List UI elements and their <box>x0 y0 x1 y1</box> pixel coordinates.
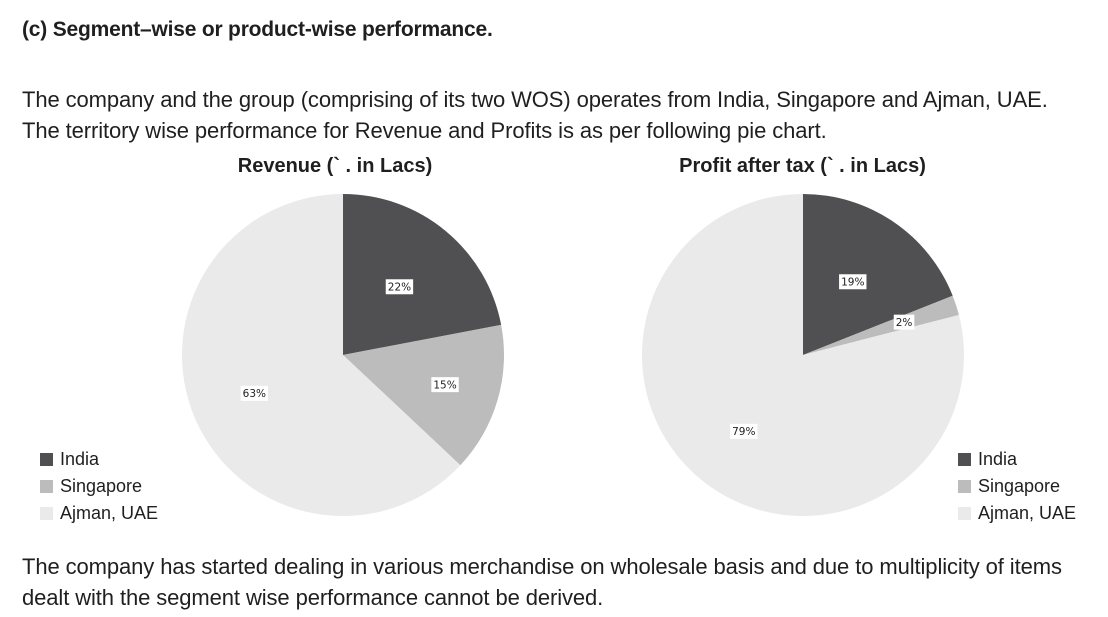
pie-slice-singapore <box>803 295 959 355</box>
slice-label-box <box>730 423 758 439</box>
slice-label-ajman-uae: 79% <box>730 423 758 439</box>
slice-label-text: 2% <box>896 317 913 329</box>
slice-label-singapore: 2% <box>893 314 915 330</box>
legend-item-india: India <box>958 446 1076 473</box>
legend-swatch-singapore <box>40 480 53 493</box>
profit-chart-title: Profit after tax (` . in Lacs) <box>679 155 926 177</box>
closing-paragraph: The company has started dealing in vario… <box>22 554 1062 610</box>
pie-slice-india <box>803 194 953 355</box>
legend-item-singapore: Singapore <box>40 473 158 500</box>
slice-label-box <box>240 385 269 401</box>
slice-label-text: 15% <box>433 379 456 391</box>
revenue-pie-chart: 22% 15% 63% <box>181 194 505 516</box>
legend-item-singapore: Singapore <box>958 473 1076 500</box>
legend-item-india: India <box>40 446 158 473</box>
legend-label-singapore: Singapore <box>60 476 143 496</box>
legend-label-india: India <box>60 449 100 469</box>
legend-swatch-ajman <box>40 507 53 520</box>
legend-item-ajman: Ajman, UAE <box>40 500 158 527</box>
legend-label-india: India <box>978 449 1018 469</box>
legend-swatch-singapore <box>958 480 971 493</box>
intro-paragraph: The company and the group (comprising of… <box>22 87 1048 143</box>
section-heading: (c) Segment–wise or product-wise perform… <box>22 18 493 41</box>
revenue-legend: India Singapore Ajman, UAE <box>40 446 158 527</box>
pie-slice-ajman-uae <box>641 194 964 516</box>
profit-legend: India Singapore Ajman, UAE <box>958 446 1076 527</box>
slice-label-india: 19% <box>839 274 867 290</box>
slice-label-ajman-uae: 63% <box>240 385 269 401</box>
legend-item-ajman: Ajman, UAE <box>958 500 1076 527</box>
slice-label-box <box>385 279 414 295</box>
slice-label-text: 19% <box>841 277 864 289</box>
legend-label-ajman: Ajman, UAE <box>60 503 159 523</box>
slice-label-singapore: 15% <box>431 377 459 393</box>
legend-label-singapore: Singapore <box>978 476 1061 496</box>
pie-slice-ajman-uae <box>181 194 461 516</box>
legend-swatch-india <box>40 453 53 466</box>
legend-swatch-ajman <box>958 507 971 520</box>
profit-pie-chart: 19% 2% 79% <box>641 194 964 516</box>
slice-label-india: 22% <box>385 279 414 295</box>
slice-label-text: 63% <box>243 388 266 400</box>
slice-label-box <box>893 314 915 330</box>
pie-slice-india <box>343 194 502 355</box>
slice-label-box <box>839 274 867 290</box>
legend-swatch-india <box>958 453 971 466</box>
legend-label-ajman: Ajman, UAE <box>978 503 1077 523</box>
slice-label-text: 79% <box>732 426 755 438</box>
slice-label-box <box>431 377 459 393</box>
pie-slice-singapore <box>343 324 505 466</box>
revenue-chart-title: Revenue (` . in Lacs) <box>237 155 433 177</box>
slice-label-text: 22% <box>388 282 411 294</box>
